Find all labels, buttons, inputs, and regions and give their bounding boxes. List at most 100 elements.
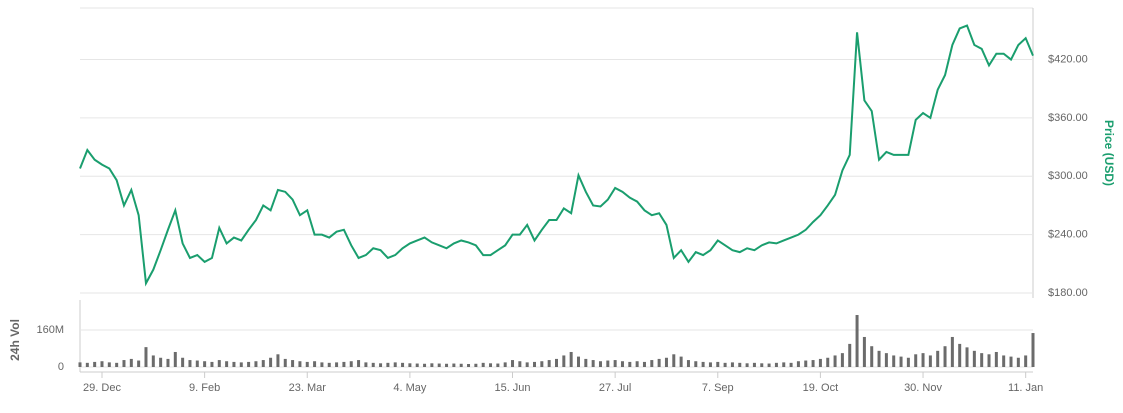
volume-bar	[137, 360, 141, 367]
volume-bar	[950, 336, 954, 367]
volume-bar	[635, 361, 639, 367]
volume-bar	[203, 361, 207, 367]
volume-bar	[826, 357, 830, 367]
volume-bar	[481, 362, 485, 367]
price-axis-title: Price (USD)	[1102, 120, 1116, 186]
volume-bar	[430, 363, 434, 367]
volume-bar	[518, 361, 522, 367]
volume-bar	[628, 361, 632, 367]
volume-bar	[921, 353, 925, 367]
volume-bar	[804, 360, 808, 367]
y-tick-label: 0	[58, 361, 64, 373]
volume-bar	[511, 360, 515, 367]
volume-bar	[210, 361, 214, 367]
volume-bar	[1002, 355, 1006, 367]
volume-bar	[261, 360, 265, 367]
volume-bar	[679, 356, 683, 367]
volume-bar	[533, 361, 537, 367]
y-tick-label: $240.00	[1048, 229, 1088, 241]
volume-bar	[855, 315, 859, 367]
volume-bar	[598, 361, 602, 367]
volume-bar	[452, 363, 456, 367]
volume-bar	[181, 357, 185, 367]
volume-bar	[884, 353, 888, 367]
y-tick-label: 160M	[36, 324, 64, 336]
volume-bar	[525, 362, 529, 367]
volume-bar	[364, 362, 368, 367]
volume-bar	[93, 361, 97, 367]
volume-bar	[459, 363, 463, 367]
x-tick-label: 15. Jun	[494, 382, 530, 394]
volume-bar	[965, 347, 969, 367]
volume-bar	[159, 357, 163, 367]
volume-bar	[254, 361, 258, 367]
volume-bar	[767, 363, 771, 367]
volume-bar	[298, 361, 302, 367]
volume-bar	[584, 358, 588, 367]
volume-bar	[144, 347, 148, 367]
x-tick-label: 9. Feb	[189, 382, 220, 394]
y-tick-label: $420.00	[1048, 53, 1088, 65]
volume-bar	[467, 363, 471, 367]
volume-bar	[327, 362, 331, 367]
volume-bar	[232, 361, 236, 367]
volume-bar	[738, 362, 742, 367]
volume-bar	[225, 361, 229, 367]
volume-bar	[379, 363, 383, 367]
volume-bar	[122, 360, 126, 367]
x-tick-label: 29. Dec	[83, 382, 121, 394]
volume-bar	[115, 362, 119, 367]
volume-bar	[672, 354, 676, 367]
volume-bar	[78, 362, 82, 367]
volume-bar	[247, 361, 251, 367]
volume-bar	[1031, 333, 1035, 367]
volume-bar	[313, 361, 317, 367]
volume-bar	[613, 360, 617, 367]
volume-bar	[555, 358, 558, 367]
volume-bar	[723, 362, 727, 367]
x-tick-label: 30. Nov	[904, 382, 942, 394]
volume-bar	[342, 361, 346, 367]
volume-bar	[943, 346, 947, 367]
volume-bar	[818, 358, 822, 367]
volume-bar	[745, 363, 749, 367]
volume-bar	[320, 362, 324, 367]
volume-bar	[107, 362, 111, 367]
volume-bar	[291, 360, 295, 367]
volume-bar	[195, 360, 199, 367]
volume-bar	[569, 351, 573, 367]
volume-bar	[591, 360, 595, 367]
volume-bar	[415, 363, 419, 367]
volume-bar	[437, 363, 441, 367]
x-tick-label: 27. Jul	[599, 382, 631, 394]
volume-bar	[958, 343, 962, 367]
volume-bar	[576, 356, 580, 367]
volume-bar	[489, 363, 493, 367]
volume-bar	[782, 362, 786, 367]
x-tick-label: 23. Mar	[289, 382, 327, 394]
volume-bar	[547, 360, 551, 367]
volume-bar	[305, 361, 309, 367]
volume-bar	[928, 355, 932, 367]
volume-bar	[650, 360, 654, 367]
volume-bar	[151, 355, 155, 367]
volume-bar	[833, 355, 837, 367]
y-tick-label: $300.00	[1048, 170, 1088, 182]
volume-bar	[686, 360, 690, 367]
price-line	[79, 24, 1034, 287]
volume-bar	[401, 362, 405, 367]
volume-bar	[936, 350, 940, 367]
volume-bar	[129, 358, 133, 367]
volume-bar	[408, 363, 412, 367]
volume-bar	[173, 351, 177, 367]
volume-bar	[716, 361, 720, 367]
volume-bar	[620, 361, 624, 367]
y-tick-label: $180.00	[1048, 287, 1088, 299]
volume-bar	[393, 362, 397, 367]
volume-bar	[774, 362, 778, 367]
x-tick-label: 11. Jan	[1008, 382, 1043, 394]
x-tick-label: 7. Sep	[702, 382, 734, 394]
volume-bar	[239, 362, 243, 367]
volume-bar	[100, 361, 104, 367]
volume-bar	[371, 362, 375, 367]
